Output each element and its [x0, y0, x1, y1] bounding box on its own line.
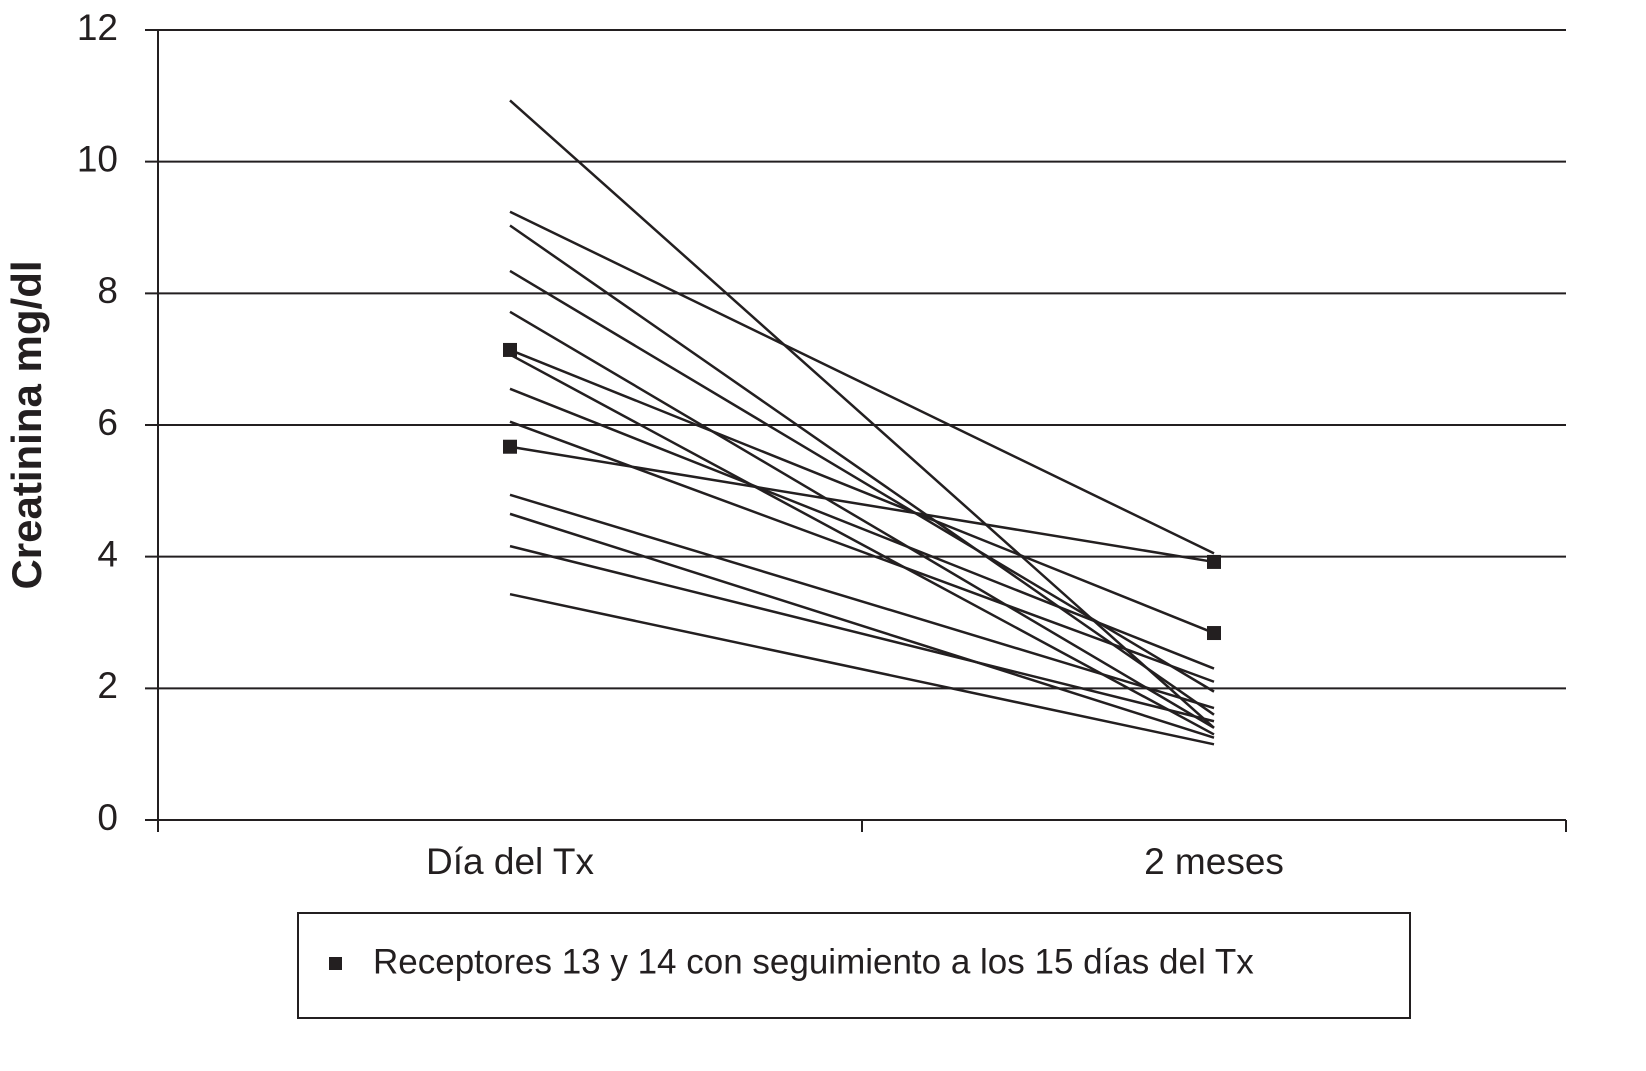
y-tick-label: 0 — [97, 797, 118, 838]
data-marker — [503, 342, 517, 357]
y-tick-label: 6 — [97, 402, 118, 443]
y-tick-label: 8 — [97, 270, 118, 311]
data-line — [509, 387, 1215, 670]
data-line — [509, 512, 1215, 739]
x-tick-label: 2 meses — [1144, 841, 1284, 882]
data-line — [509, 445, 1215, 564]
y-tick-label: 2 — [97, 665, 118, 706]
data-marker — [503, 439, 517, 454]
legend-label: Receptores 13 y 14 con seguimiento a los… — [373, 942, 1254, 981]
data-line — [509, 224, 1215, 716]
y-axis-label: Creatinina mg/dl — [3, 260, 50, 589]
data-line — [509, 493, 1215, 710]
y-tick-label: 4 — [97, 533, 118, 574]
data-marker — [1207, 554, 1221, 569]
y-tick-label: 12 — [77, 7, 118, 48]
legend-marker — [329, 957, 342, 970]
data-line — [509, 348, 1215, 635]
legend-box — [297, 912, 1411, 1019]
x-tick-label: Día del Tx — [426, 841, 594, 882]
data-marker — [1207, 626, 1221, 641]
data-line — [509, 310, 1215, 729]
data-line — [509, 544, 1215, 723]
data-line — [509, 269, 1215, 693]
y-tick-label: 10 — [77, 138, 118, 179]
data-line — [509, 420, 1215, 683]
data-line — [509, 210, 1215, 555]
data-line — [509, 353, 1215, 736]
data-line — [509, 592, 1215, 746]
